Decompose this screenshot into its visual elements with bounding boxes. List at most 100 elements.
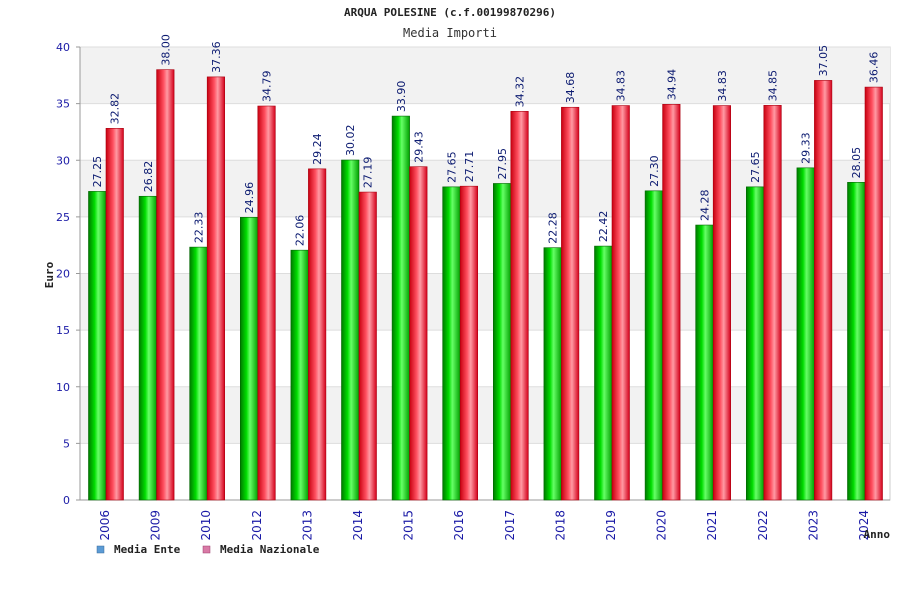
y-tick-label: 25 — [56, 211, 70, 224]
data-label: 28.05 — [850, 147, 863, 179]
x-tick-label: 2014 — [351, 510, 365, 541]
data-label: 34.94 — [665, 69, 678, 101]
data-label: 24.28 — [698, 190, 711, 222]
data-label: 27.71 — [463, 151, 476, 183]
bar-media-ente — [442, 186, 461, 501]
bar-media-nazionale — [358, 191, 377, 501]
bar-media-nazionale — [409, 166, 428, 501]
data-label: 27.30 — [648, 155, 661, 187]
legend-label-media-nazionale: Media Nazionale — [220, 543, 320, 556]
bar-media-nazionale — [814, 80, 833, 501]
data-label: 30.02 — [344, 125, 357, 157]
bar-media-nazionale — [662, 104, 681, 501]
x-tick-label: 2013 — [300, 510, 314, 541]
data-label: 27.65 — [749, 151, 762, 183]
legend-swatch-media-nazionale — [202, 545, 211, 554]
data-label: 34.85 — [767, 70, 780, 102]
chart-title: ARQUA POLESINE (c.f.00199870296) — [344, 6, 556, 19]
y-tick-label: 0 — [63, 494, 70, 507]
bar-media-ente — [796, 167, 815, 501]
x-tick-label: 2012 — [250, 510, 264, 541]
data-label: 22.06 — [294, 215, 307, 247]
bars — [88, 69, 883, 501]
x-tick-label: 2021 — [705, 510, 719, 541]
bar-media-ente — [341, 159, 360, 501]
data-label: 22.28 — [547, 212, 560, 244]
data-label: 22.42 — [597, 211, 610, 243]
x-tick-label: 2009 — [149, 510, 163, 541]
bar-media-nazionale — [105, 128, 124, 501]
legend-label-media-ente: Media Ente — [114, 543, 181, 556]
y-axis-label: Euro — [43, 261, 56, 288]
x-tick-label: 2023 — [806, 510, 820, 541]
data-label: 37.36 — [210, 41, 223, 73]
x-tick-label: 2016 — [452, 510, 466, 541]
bar-media-nazionale — [864, 86, 883, 501]
bar-media-ente — [695, 224, 714, 501]
data-label: 27.65 — [445, 151, 458, 183]
data-label: 27.25 — [91, 156, 104, 188]
data-label: 34.83 — [615, 70, 628, 102]
bar-media-ente — [492, 183, 512, 501]
data-label: 27.95 — [496, 148, 509, 180]
data-label: 29.24 — [311, 133, 324, 165]
bar-media-nazionale — [206, 76, 225, 501]
y-tick-label: 5 — [63, 437, 70, 450]
data-label: 32.82 — [109, 93, 122, 125]
bar-media-nazionale — [561, 106, 580, 501]
x-axis-label: Anno — [864, 528, 891, 541]
bar-media-nazionale — [156, 69, 175, 501]
bar-media-ente — [391, 115, 410, 501]
data-label: 34.68 — [564, 72, 577, 104]
y-tick-label: 40 — [56, 41, 70, 54]
bar-media-nazionale — [763, 105, 782, 501]
bar-media-nazionale — [712, 105, 732, 501]
bar-media-ente — [138, 195, 157, 501]
bar-media-nazionale — [611, 105, 630, 501]
x-tick-label: 2020 — [655, 510, 669, 541]
data-label: 33.90 — [395, 81, 408, 113]
bar-media-ente — [290, 249, 309, 501]
x-tick-label: 2024 — [857, 510, 871, 541]
y-tick-label: 35 — [56, 98, 70, 111]
x-tick-label: 2015 — [402, 510, 416, 541]
x-tick-label: 2006 — [98, 510, 112, 541]
x-tick-label: 2019 — [604, 510, 618, 541]
bar-media-ente — [745, 186, 765, 501]
x-tick-label: 2018 — [553, 510, 567, 541]
bar-media-ente — [543, 247, 562, 501]
data-label: 29.33 — [800, 132, 813, 164]
data-label: 34.83 — [716, 70, 729, 102]
y-tick-label: 10 — [56, 381, 70, 394]
bar-media-ente — [644, 190, 663, 501]
y-tick-label: 20 — [56, 268, 70, 281]
bar-media-ente — [240, 217, 259, 501]
data-label: 38.00 — [159, 34, 172, 66]
bar-media-ente — [594, 245, 613, 501]
x-tick-label: 2017 — [503, 510, 517, 541]
data-label: 37.05 — [817, 45, 830, 77]
data-label: 24.96 — [243, 182, 256, 213]
bar-media-nazionale — [308, 168, 327, 501]
bar-media-ente — [847, 182, 866, 501]
x-axis-ticks: 2006 2009 2010 2012 2013 2014 2015 2016 2017 2018… — [98, 510, 871, 541]
data-label: 26.82 — [142, 161, 155, 193]
chart-subtitle: Media Importi — [403, 26, 497, 40]
data-label: 29.43 — [412, 131, 425, 163]
legend: Media Ente Media Nazionale — [96, 543, 320, 556]
legend-swatch-media-ente — [96, 545, 105, 554]
bar-media-ente — [88, 191, 107, 501]
bar-media-nazionale — [510, 111, 529, 501]
x-tick-label: 2022 — [756, 510, 770, 541]
data-label: 34.79 — [261, 71, 274, 103]
bar-media-nazionale — [459, 185, 479, 501]
y-tick-label: 30 — [56, 154, 70, 167]
bar-media-nazionale — [257, 105, 276, 501]
bar-media-ente — [189, 246, 208, 501]
y-tick-label: 15 — [56, 324, 70, 337]
x-tick-label: 2010 — [199, 510, 213, 541]
data-labels: 27.25 32.82 26.82 38.00 22.33 37.36 24.96 34.79… — [91, 34, 881, 246]
data-label: 34.32 — [514, 76, 527, 108]
